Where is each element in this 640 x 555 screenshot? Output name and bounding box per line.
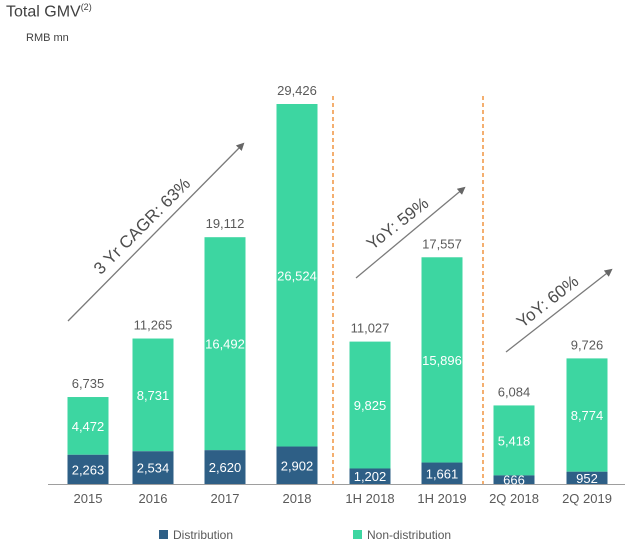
total-label-0: 6,735: [72, 376, 105, 391]
distribution-label-5: 1,661: [426, 466, 459, 481]
category-label-5: 1H 2019: [417, 491, 466, 506]
bar-distribution-1: [132, 451, 174, 484]
bar-distribution-7: [566, 471, 608, 484]
chart-title-text: Total GMV: [6, 3, 81, 21]
divider-lines: [48, 96, 625, 485]
non-distribution-label-0: 4,472: [72, 419, 105, 434]
bar-non-distribution-6: [493, 405, 535, 476]
non-distribution-label-2: 16,492: [205, 337, 245, 352]
unit-label: RMB mn: [26, 32, 69, 44]
non-distribution-label-6: 5,418: [498, 433, 531, 448]
total-label-4: 11,027: [351, 321, 390, 336]
distribution-label-0: 2,263: [72, 462, 105, 477]
bar-non-distribution-3: [276, 104, 318, 447]
growth-annotation-2: YoY: 60%: [513, 272, 582, 332]
legend-swatch-1: [353, 530, 362, 539]
distribution-label-3: 2,902: [281, 458, 314, 473]
legend-label-0: Distribution: [173, 528, 233, 542]
bar-non-distribution-1: [132, 338, 174, 452]
distribution-label-6: 666: [503, 473, 525, 488]
non-distribution-label-3: 26,524: [277, 268, 317, 283]
bar-non-distribution-4: [349, 341, 391, 469]
category-label-6: 2Q 2018: [489, 491, 539, 506]
category-label-4: 1H 2018: [345, 491, 394, 506]
bars-group: [67, 104, 608, 484]
growth-arrow-1: [355, 186, 466, 279]
growth-arrow-0: [67, 142, 245, 322]
chart-title-footnote: (2): [80, 2, 92, 12]
bar-distribution-0: [67, 454, 109, 484]
legend: Distribution Non-distribution: [159, 528, 451, 542]
bar-distribution-3: [276, 446, 318, 484]
growth-annotation-0: 3 Yr CAGR: 63%: [90, 174, 194, 278]
non-distribution-label-7: 8,774: [571, 408, 604, 423]
total-label-6: 6,084: [498, 384, 531, 399]
bar-non-distribution-7: [566, 358, 608, 472]
non-distribution-label-5: 15,896: [422, 353, 462, 368]
non-distribution-label-1: 8,731: [137, 388, 170, 403]
category-label-1: 2016: [139, 491, 168, 506]
chart-title: Total GMV(2): [6, 2, 92, 21]
total-label-7: 9,726: [571, 337, 604, 352]
legend-swatch-0: [159, 530, 168, 539]
non-distribution-label-4: 9,825: [354, 398, 387, 413]
bar-distribution-2: [204, 450, 246, 484]
bar-distribution-4: [349, 468, 391, 484]
bar-distribution-5: [421, 462, 463, 484]
legend-label-1: Non-distribution: [367, 528, 451, 542]
growth-arrow-2: [505, 268, 613, 353]
bar-non-distribution-5: [421, 257, 463, 463]
category-label-7: 2Q 2019: [562, 491, 612, 506]
total-label-1: 11,265: [134, 318, 173, 333]
category-label-0: 2015: [74, 491, 103, 506]
total-label-3: 29,426: [277, 83, 317, 98]
category-label-3: 2018: [283, 491, 312, 506]
bar-non-distribution-0: [67, 397, 109, 455]
labels-group: 6,735 4,472 2,263 2015 11,265 8,731 2,534 2016 1…: [72, 83, 612, 506]
distribution-label-4: 1,202: [354, 469, 387, 484]
distribution-label-1: 2,534: [137, 461, 170, 476]
bar-distribution-6: [493, 475, 535, 484]
distribution-label-7: 952: [576, 471, 598, 486]
category-label-2: 2017: [211, 491, 240, 506]
bar-non-distribution-2: [204, 237, 246, 451]
total-label-2: 19,112: [206, 216, 245, 231]
distribution-label-2: 2,620: [209, 460, 242, 475]
total-label-5: 17,557: [422, 236, 462, 251]
